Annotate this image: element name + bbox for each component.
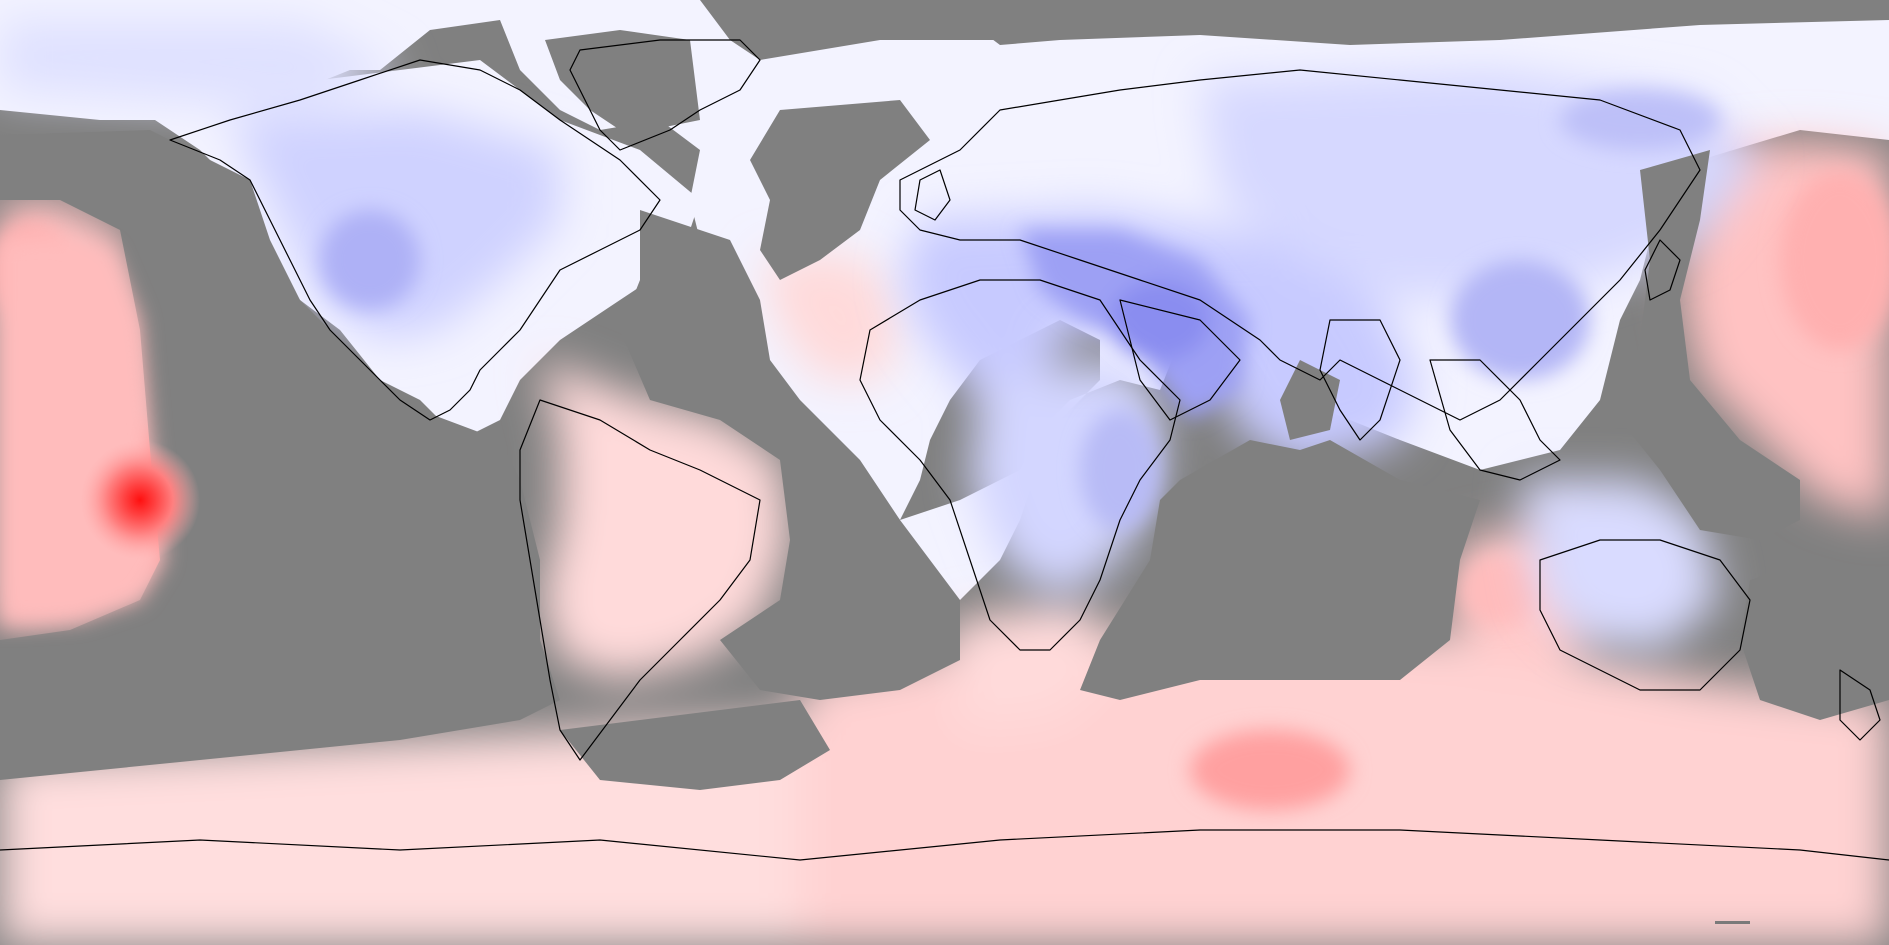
coastline-new-zealand: [1839, 669, 1881, 741]
coastline-greenland: [569, 39, 761, 151]
coastline-arabia: [1119, 299, 1241, 421]
coastline-eurasia: [899, 69, 1701, 421]
coastline-antarctica: [0, 829, 1889, 861]
coastline-southeast-asia: [1429, 359, 1561, 481]
missing-data-mask: [0, 0, 1889, 790]
map-mark: [1715, 921, 1750, 924]
pacific-hotspot: [80, 440, 200, 560]
cool-core-layer: [320, 90, 1720, 530]
coastlines: [0, 39, 1889, 861]
coastline-north-america: [169, 59, 661, 421]
coastline-british-isles: [914, 169, 951, 221]
coastline-india: [1319, 319, 1401, 441]
coastline-africa: [859, 279, 1181, 651]
coastline-australia: [1539, 539, 1751, 691]
coastline-japan: [1644, 239, 1681, 301]
coastline-south-america: [519, 399, 761, 761]
